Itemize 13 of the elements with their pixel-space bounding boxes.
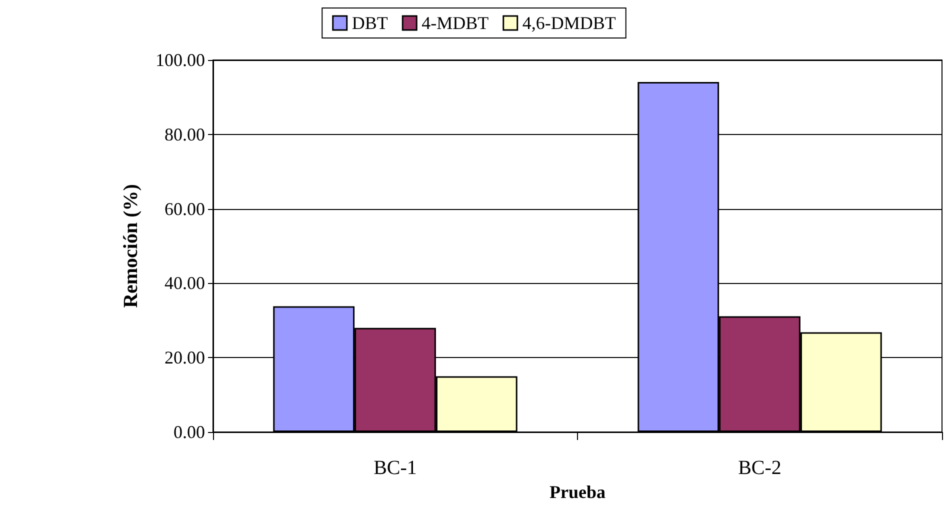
y-tick-label: 100.00 [156,50,205,70]
y-tick-label: 0.00 [174,422,205,442]
y-tick-label: 60.00 [164,198,205,219]
y-axis-title: Remoción (%) [120,184,142,308]
legend-label: 4,6-DMDBT [522,13,616,33]
x-axis-title: Prueba [550,482,606,502]
y-tick-label: 80.00 [164,124,205,144]
y-tick-label: 40.00 [164,273,205,294]
x-tick-label: BC-1 [374,457,417,479]
x-tick-label: BC-2 [738,457,782,479]
y-tick-label: 20.00 [164,348,205,368]
legend-label: DBT [352,13,388,33]
legend-label: 4-MDBT [422,13,489,33]
